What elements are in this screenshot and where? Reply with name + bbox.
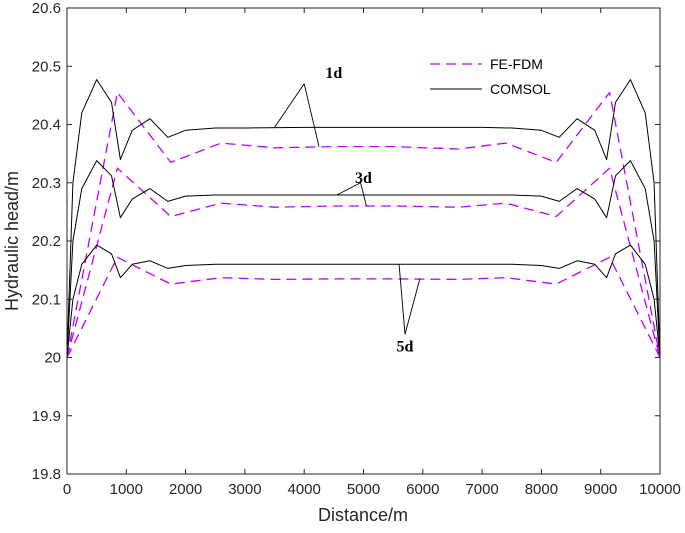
- annotation-layer: 1d 3d 5d: [274, 65, 421, 356]
- y-axis-title: Hydraulic head/m: [2, 171, 22, 311]
- series-line-comsol-1d: [66, 79, 661, 358]
- series-line-comsol-5d: [66, 244, 661, 358]
- annotation-label-5d: 5d: [397, 339, 414, 356]
- annotation-label-1d: 1d: [325, 65, 342, 82]
- series-line-fe-fdm-5d: [66, 256, 661, 358]
- x-tick-label: 8000: [525, 481, 558, 498]
- x-tick-label: 1000: [110, 481, 143, 498]
- y-tick-label: 20.6: [32, 0, 61, 17]
- plot-area-background: [67, 8, 660, 474]
- annotation-pointer-3d: [360, 182, 367, 207]
- legend-label-comsol: COMSOL: [490, 81, 551, 97]
- annotation-pointer-5d: [398, 264, 406, 335]
- x-tick-label: 5000: [347, 481, 380, 498]
- y-tick-label: 20.2: [32, 233, 61, 250]
- x-tick-label: 7000: [465, 481, 498, 498]
- y-tick-label: 19.8: [32, 466, 61, 483]
- annotation-pointer-5d: [404, 278, 421, 335]
- x-tick-label: 9000: [584, 481, 617, 498]
- annotation-pointer-3d: [336, 182, 361, 196]
- x-tick-label: 6000: [406, 481, 439, 498]
- tick-layer: 0 1000 2000 3000 4000 5000 6000 7000 8000 9000 100…: [32, 0, 681, 498]
- x-tick-label: 10000: [639, 481, 681, 498]
- annotation-pointer-1d: [274, 83, 305, 128]
- x-tick-label: 0: [63, 481, 71, 498]
- legend: FE-FDM COMSOL: [430, 56, 551, 97]
- annotation-label-3d: 3d: [355, 170, 372, 187]
- series-line-fe-fdm-1d: [66, 91, 661, 358]
- annotation-pointer-1d: [303, 83, 320, 147]
- y-tick-label: 20.5: [32, 58, 61, 75]
- x-tick-label: 2000: [169, 481, 202, 498]
- y-tick-label: 19.9: [32, 408, 61, 425]
- legend-label-fe-fdm: FE-FDM: [490, 56, 543, 72]
- y-tick-label: 20.1: [32, 291, 61, 308]
- x-axis-title: Distance/m: [318, 505, 408, 525]
- x-tick-label: 3000: [228, 481, 261, 498]
- x-tick-label: 4000: [288, 481, 321, 498]
- y-tick-label: 20.4: [32, 117, 61, 134]
- y-tick-label: 20: [44, 350, 61, 367]
- y-tick-label: 20.3: [32, 175, 61, 192]
